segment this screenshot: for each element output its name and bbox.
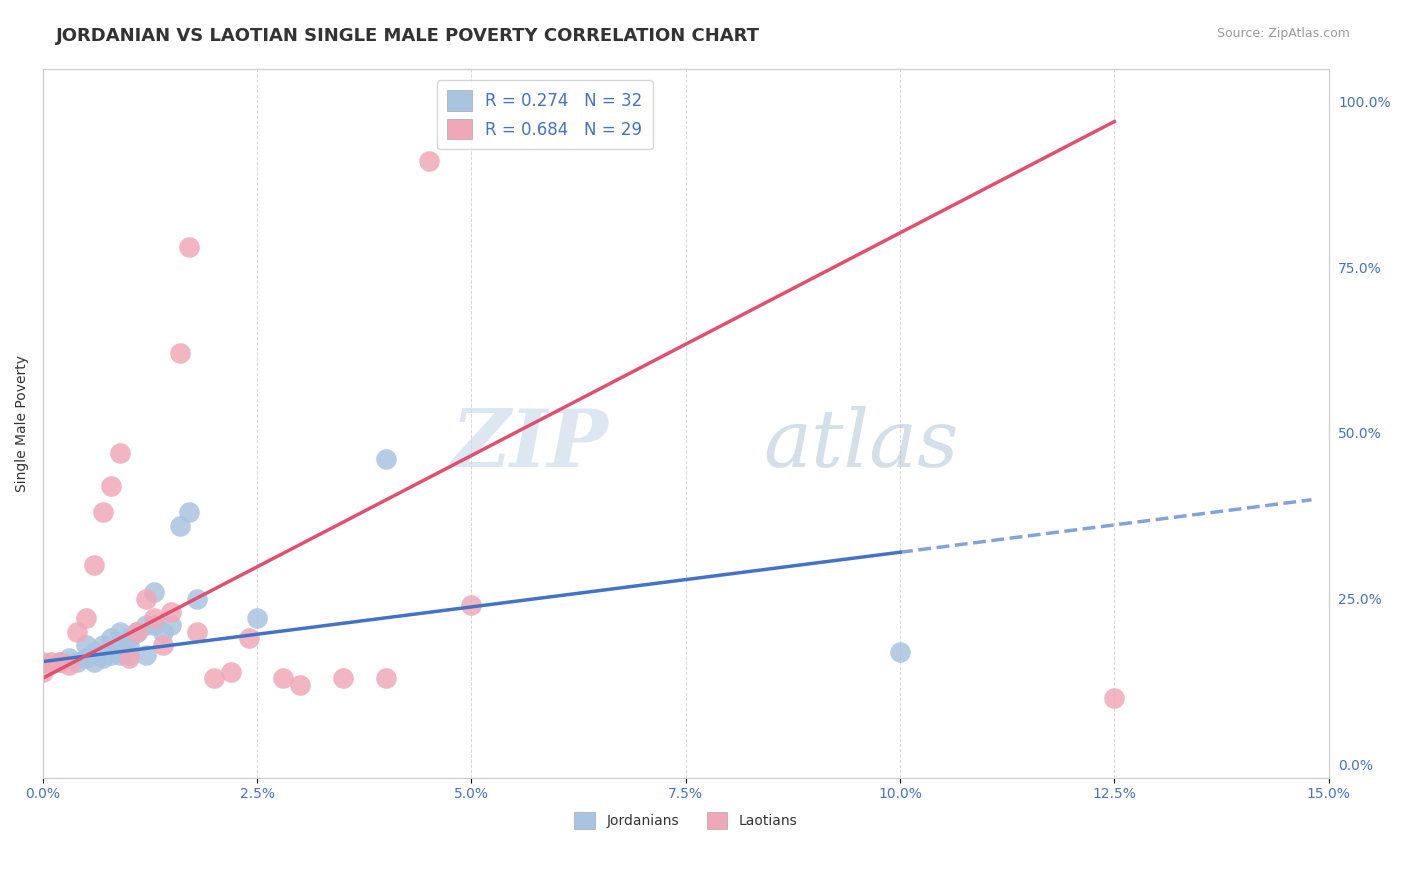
Point bbox=[374, 671, 396, 685]
Point bbox=[143, 611, 166, 625]
Point bbox=[177, 506, 200, 520]
Point bbox=[75, 638, 97, 652]
Point bbox=[418, 154, 440, 169]
Point bbox=[889, 645, 911, 659]
Y-axis label: Single Male Poverty: Single Male Poverty bbox=[15, 354, 30, 491]
Point bbox=[135, 591, 157, 606]
Point bbox=[160, 618, 183, 632]
Point bbox=[83, 645, 105, 659]
Point bbox=[160, 605, 183, 619]
Point bbox=[66, 624, 89, 639]
Text: ZIP: ZIP bbox=[451, 406, 609, 483]
Point bbox=[152, 624, 174, 639]
Point bbox=[100, 648, 122, 662]
Point bbox=[49, 655, 72, 669]
Point bbox=[202, 671, 225, 685]
Point bbox=[58, 657, 80, 672]
Point bbox=[32, 665, 55, 679]
Text: atlas: atlas bbox=[763, 406, 959, 483]
Point bbox=[127, 624, 149, 639]
Text: JORDANIAN VS LAOTIAN SINGLE MALE POVERTY CORRELATION CHART: JORDANIAN VS LAOTIAN SINGLE MALE POVERTY… bbox=[56, 27, 761, 45]
Point bbox=[186, 624, 208, 639]
Point bbox=[332, 671, 354, 685]
Point bbox=[127, 624, 149, 639]
Point bbox=[143, 618, 166, 632]
Point bbox=[66, 655, 89, 669]
Point bbox=[177, 240, 200, 254]
Point bbox=[117, 638, 139, 652]
Legend: Jordanians, Laotians: Jordanians, Laotians bbox=[568, 806, 803, 834]
Point bbox=[374, 452, 396, 467]
Point bbox=[100, 632, 122, 646]
Point bbox=[169, 518, 191, 533]
Point bbox=[186, 591, 208, 606]
Point bbox=[169, 346, 191, 360]
Point bbox=[91, 506, 114, 520]
Point bbox=[143, 585, 166, 599]
Point bbox=[108, 624, 131, 639]
Point bbox=[238, 632, 260, 646]
Point bbox=[83, 655, 105, 669]
Point bbox=[1104, 691, 1126, 706]
Point bbox=[108, 446, 131, 460]
Point bbox=[135, 618, 157, 632]
Point bbox=[117, 651, 139, 665]
Point bbox=[75, 651, 97, 665]
Point bbox=[100, 479, 122, 493]
Point bbox=[221, 665, 243, 679]
Point bbox=[58, 651, 80, 665]
Point bbox=[271, 671, 294, 685]
Point bbox=[460, 599, 482, 613]
Point bbox=[91, 651, 114, 665]
Point bbox=[83, 558, 105, 573]
Point bbox=[135, 648, 157, 662]
Text: Source: ZipAtlas.com: Source: ZipAtlas.com bbox=[1216, 27, 1350, 40]
Point bbox=[108, 648, 131, 662]
Point bbox=[246, 611, 269, 625]
Point bbox=[49, 655, 72, 669]
Point bbox=[108, 645, 131, 659]
Point bbox=[117, 632, 139, 646]
Point bbox=[32, 655, 55, 669]
Point bbox=[288, 678, 311, 692]
Point bbox=[127, 624, 149, 639]
Point bbox=[152, 638, 174, 652]
Point bbox=[117, 648, 139, 662]
Point bbox=[41, 655, 63, 669]
Point bbox=[75, 611, 97, 625]
Point bbox=[91, 638, 114, 652]
